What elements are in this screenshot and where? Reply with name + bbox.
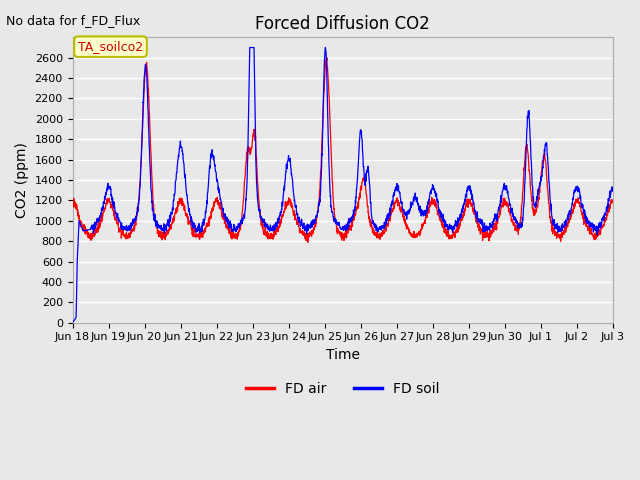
Title: Forced Diffusion CO2: Forced Diffusion CO2 (255, 15, 430, 33)
X-axis label: Time: Time (326, 348, 360, 362)
Text: No data for f_FD_Flux: No data for f_FD_Flux (6, 14, 141, 27)
Legend: FD air, FD soil: FD air, FD soil (241, 376, 445, 401)
Y-axis label: CO2 (ppm): CO2 (ppm) (15, 142, 29, 218)
Text: TA_soilco2: TA_soilco2 (78, 40, 143, 53)
